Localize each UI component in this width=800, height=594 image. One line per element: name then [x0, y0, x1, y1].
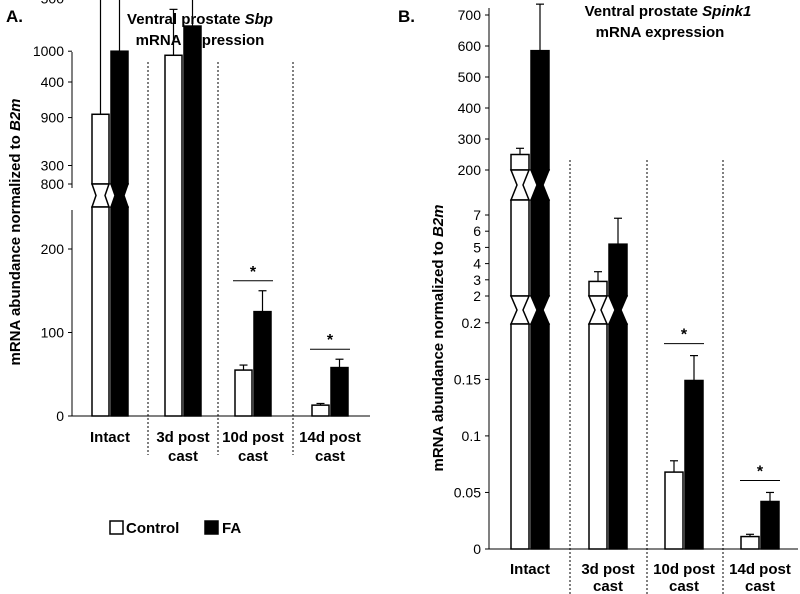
legend: Control FA [109, 520, 241, 537]
panel-a-bar-upper [91, 113, 110, 185]
legend-fa-swatch [204, 520, 219, 535]
panel-a-ytick-label: 200 [41, 241, 65, 257]
panel-b-xtick-label: cast [745, 578, 775, 594]
panel-a-label: A. [6, 7, 23, 26]
legend-fa-label: FA [222, 520, 241, 537]
panel-b-bar-bottom [588, 323, 608, 550]
panel-a-xtick-label: cast [315, 448, 345, 465]
panel-b-xtick-label: 10d post [653, 561, 715, 578]
panel-a-ytick-label: 900 [41, 110, 65, 126]
legend-control-label: Control [126, 520, 179, 537]
panel-b-bar [664, 471, 684, 550]
panel-a-bar-break [90, 183, 111, 208]
panel-b-ytick-label: 700 [458, 7, 482, 23]
panel-b-bar [760, 500, 780, 550]
panel-a-bar [253, 310, 272, 417]
panel-b-bar-mid [530, 199, 550, 297]
panel-b-bar-break [607, 295, 629, 325]
panel-a-xtick-label: cast [238, 448, 268, 465]
panel-b-bar-bottom [608, 323, 628, 550]
panel-a-significance-star: * [250, 264, 257, 281]
panel-a-ylabel: mRNA abundance normalized to B2m [7, 99, 24, 366]
panel-a-ytick-label: 400 [41, 74, 65, 90]
panel-a-significance-star: * [327, 332, 334, 349]
panel-a-axis-break-gap [66, 188, 76, 210]
panel-a-ytick-label: 300 [41, 158, 65, 174]
panel-b-bar-bottom [530, 323, 550, 550]
panel-a-ytick-label: 0 [56, 408, 64, 424]
panel-a-xtick-label: 14d post [299, 429, 361, 446]
panel-b-bar-break [587, 295, 609, 325]
panel-a-ytick-label: 800 [41, 176, 65, 192]
panel-a-bar [311, 404, 330, 417]
panel-a-bar [234, 369, 253, 417]
panel-b-ytick-label: 7 [473, 207, 481, 223]
panel-b-bar-break [529, 169, 551, 201]
panel-b-xtick-label: cast [593, 578, 623, 594]
panel-b-ytick-label: 400 [458, 100, 482, 116]
panel-a-bar [183, 25, 202, 417]
panel-b-bar-bottom [510, 323, 530, 550]
panel-b-ytick-label: 5 [473, 239, 481, 255]
panel-b-xtick-label: cast [669, 578, 699, 594]
panel-b-ytick-label: 4 [473, 256, 481, 272]
panel-b-label: B. [398, 7, 415, 26]
panel-b-ytick-label: 200 [458, 162, 482, 178]
panel-b-bar-mid [608, 243, 628, 297]
panel-a-bar [164, 54, 183, 417]
panel-a-title-line1: Ventral prostate Sbp [127, 11, 273, 28]
panel-a-ytick-label: 100 [41, 325, 65, 341]
panel-b-bar-mid [510, 199, 530, 297]
panel-b-xtick-label: Intact [510, 561, 550, 578]
panel-b-ytick-label: 300 [458, 131, 482, 147]
panel-a-bar [330, 366, 349, 417]
panel-b-ylabel: mRNA abundance normalized to B2m [430, 205, 447, 472]
panel-a-xtick-label: cast [168, 448, 198, 465]
panel-b-bar-mid [588, 280, 608, 297]
panel-b-xtick-label: 3d post [581, 561, 634, 578]
panel-a-bar-lower [110, 206, 129, 417]
panel-b-ytick-label: 600 [458, 38, 482, 54]
panel-b-bar [684, 379, 704, 550]
panel-a-xtick-label: 10d post [222, 429, 284, 446]
panel-b-title-line2: mRNA expression [596, 24, 725, 41]
panel-b-bar-break [529, 295, 551, 325]
panel-a-bar-upper [110, 50, 129, 185]
panel-b-ytick-label: 0 [473, 541, 481, 557]
panel-a-bar-break [109, 183, 130, 208]
panel-b-ytick-label: 0.15 [454, 371, 481, 387]
legend-control-swatch [109, 520, 124, 535]
panel-b-xtick-label: 14d post [729, 561, 791, 578]
panel-b-significance-star: * [757, 463, 764, 480]
panel-b-ytick-label: 2 [473, 288, 481, 304]
panel-b-ytick-label: 0.05 [454, 484, 481, 500]
panel-a-ytick-label: 1000 [33, 43, 64, 59]
panel-a-chart: 0100200300400500800900100011001200Intact… [33, 0, 370, 465]
panel-b-ytick-label: 6 [473, 223, 481, 239]
panel-b-ytick-label: 3 [473, 272, 481, 288]
panel-a-ytick-label: 500 [41, 0, 65, 7]
panel-a-xtick-label: 3d post [156, 429, 209, 446]
panel-b-ytick-label: 0.2 [462, 315, 482, 331]
panel-b-significance-star: * [681, 327, 688, 344]
panel-b-title-line1: Ventral prostate Spink1 [585, 3, 752, 20]
panel-b-ytick-label: 0.1 [462, 428, 482, 444]
panel-b-bar-top [530, 49, 550, 171]
panel-a-bar-lower [91, 206, 110, 417]
panel-b-bar [740, 535, 760, 550]
panel-b-ytick-label: 500 [458, 69, 482, 85]
panel-a-xtick-label: Intact [90, 429, 130, 446]
panel-b-bar-break [509, 169, 531, 201]
panel-b-bar-top [510, 153, 530, 171]
panel-b-bar-break [509, 295, 531, 325]
